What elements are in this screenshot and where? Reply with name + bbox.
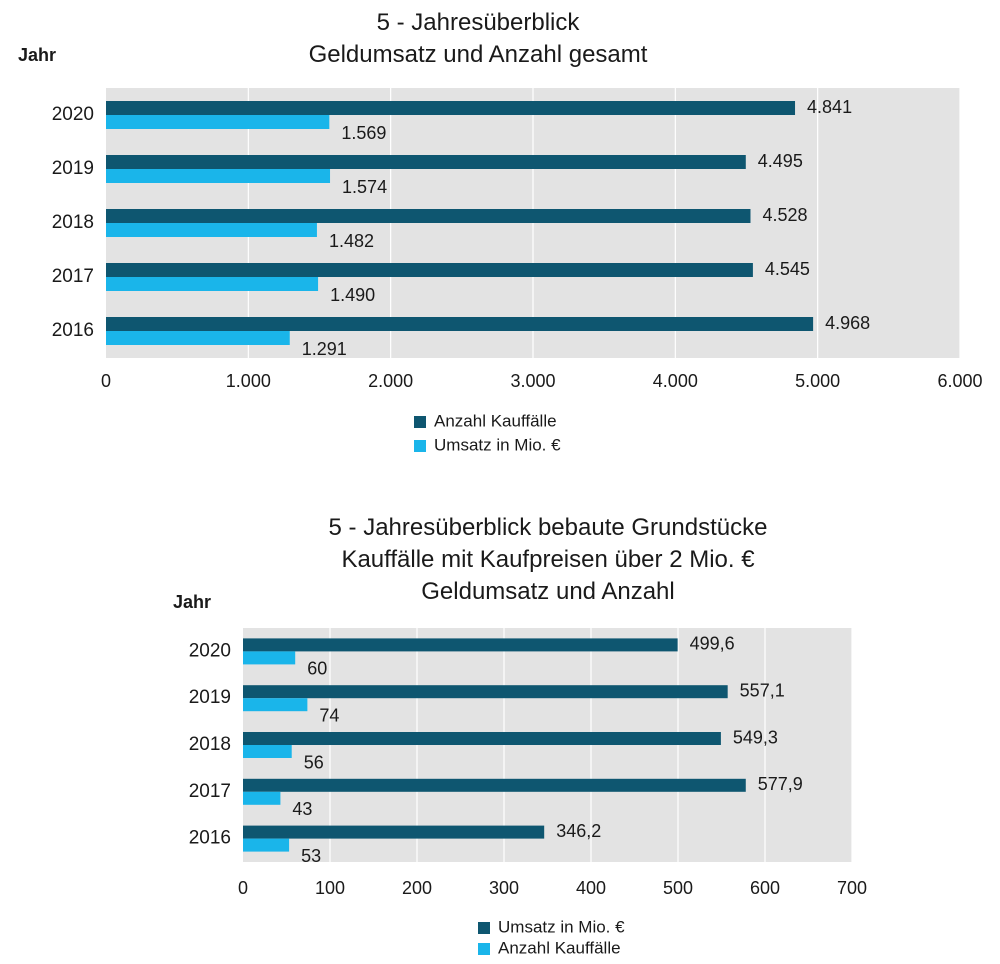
x-tick-label: 700 xyxy=(837,878,867,898)
bar-series-2 xyxy=(106,169,331,183)
chart-overview-over-2-mio: 5 - Jahresüberblick bebaute Grundstücke K… xyxy=(173,514,867,957)
data-label: 577,9 xyxy=(758,774,803,794)
bar-series-1 xyxy=(106,263,753,277)
data-label: 4.545 xyxy=(765,259,810,279)
data-label: 4.495 xyxy=(758,151,803,171)
bar-series-2 xyxy=(106,277,319,291)
bar-series-1 xyxy=(106,209,751,223)
bar-series-2 xyxy=(243,745,292,758)
chart-title-line: 5 - Jahresüberblick bebaute Grundstücke xyxy=(329,514,768,541)
legend-swatch xyxy=(414,416,426,428)
data-label: 1.569 xyxy=(341,123,386,143)
x-tick-label: 100 xyxy=(315,878,345,898)
bar-series-2 xyxy=(106,223,317,237)
x-tick-label: 6.000 xyxy=(937,371,982,391)
data-label: 4.968 xyxy=(825,313,870,333)
legend-swatch xyxy=(414,440,426,452)
x-tick-label: 200 xyxy=(402,878,432,898)
x-tick-label: 0 xyxy=(101,371,111,391)
x-tick-label: 1.000 xyxy=(226,371,271,391)
y-tick-label: 2020 xyxy=(189,640,231,661)
bar-series-2 xyxy=(243,838,290,852)
data-label: 1.482 xyxy=(329,231,374,251)
data-label: 499,6 xyxy=(690,634,735,654)
bar-series-2 xyxy=(106,331,290,345)
data-label: 1.291 xyxy=(302,339,347,359)
chart-overview-total: 5 - Jahresüberblick Geldumsatz und Anzahl… xyxy=(18,9,983,454)
bar-series-2 xyxy=(243,651,296,665)
bar-series-2 xyxy=(243,791,281,805)
data-label: 56 xyxy=(304,752,324,772)
data-label: 557,1 xyxy=(740,680,785,700)
bar-series-1 xyxy=(243,778,746,792)
x-tick-label: 600 xyxy=(750,878,780,898)
bar-series-2 xyxy=(106,115,330,129)
bar-series-1 xyxy=(243,732,721,745)
legend-label: Umsatz in Mio. € xyxy=(498,917,625,936)
bar-series-1 xyxy=(243,638,678,652)
y-tick-label: 2016 xyxy=(189,828,231,849)
data-label: 1.574 xyxy=(342,177,387,197)
data-label: 43 xyxy=(292,799,312,819)
y-tick-label: 2018 xyxy=(52,212,94,233)
data-label: 346,2 xyxy=(556,821,601,841)
data-label: 4.528 xyxy=(762,205,807,225)
x-tick-label: 0 xyxy=(238,878,248,898)
y-tick-label: 2019 xyxy=(52,158,94,179)
x-tick-label: 3.000 xyxy=(510,371,555,391)
bar-series-1 xyxy=(243,825,545,839)
data-label: 53 xyxy=(301,846,321,866)
chart-title-line: Geldumsatz und Anzahl xyxy=(421,578,675,605)
x-tick-label: 500 xyxy=(663,878,693,898)
data-label: 60 xyxy=(307,659,327,679)
y-tick-label: 2017 xyxy=(189,781,231,802)
x-tick-label: 400 xyxy=(576,878,606,898)
x-tick-label: 300 xyxy=(489,878,519,898)
legend-label: Anzahl Kauffälle xyxy=(498,938,621,957)
bar-series-1 xyxy=(243,685,728,699)
data-label: 549,3 xyxy=(733,727,778,747)
y-tick-label: 2020 xyxy=(52,104,94,125)
y-axis-title: Jahr xyxy=(173,592,211,612)
legend-label: Anzahl Kauffälle xyxy=(434,411,557,430)
y-tick-label: 2018 xyxy=(189,734,231,755)
y-tick-label: 2019 xyxy=(189,687,231,708)
data-label: 1.490 xyxy=(330,285,375,305)
x-tick-label: 4.000 xyxy=(653,371,698,391)
chart-title-line: Geldumsatz und Anzahl gesamt xyxy=(309,41,648,68)
legend-swatch xyxy=(478,943,490,955)
y-tick-label: 2017 xyxy=(52,266,94,287)
chart-title-line: Kauffälle mit Kaufpreisen über 2 Mio. € xyxy=(341,546,755,573)
bar-series-2 xyxy=(243,698,308,712)
y-tick-label: 2016 xyxy=(52,320,94,341)
bar-series-1 xyxy=(106,155,746,169)
x-tick-label: 2.000 xyxy=(368,371,413,391)
y-axis-title: Jahr xyxy=(18,45,56,65)
x-tick-label: 5.000 xyxy=(795,371,840,391)
data-label: 4.841 xyxy=(807,97,852,117)
legend-swatch xyxy=(478,922,490,934)
data-label: 74 xyxy=(319,705,339,725)
bar-series-1 xyxy=(106,317,814,331)
bar-series-1 xyxy=(106,101,796,115)
chart-title-line: 5 - Jahresüberblick xyxy=(377,9,581,36)
legend-label: Umsatz in Mio. € xyxy=(434,435,561,454)
